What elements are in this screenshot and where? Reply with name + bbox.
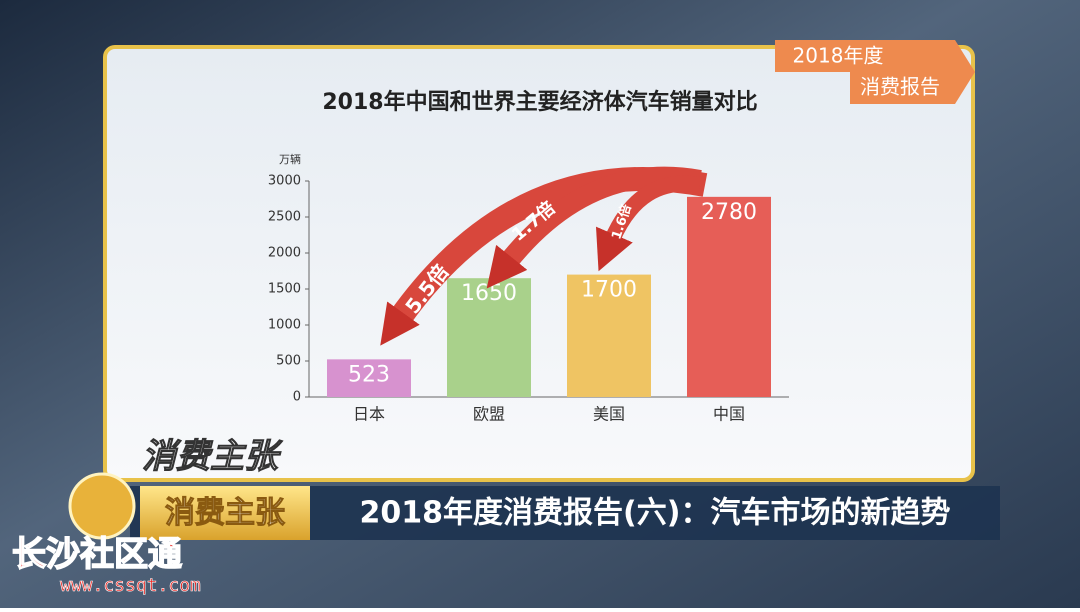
y-tick-label: 3000 bbox=[268, 174, 301, 189]
banner-program: 消费主张 bbox=[165, 496, 285, 531]
chart-title: 2018年中国和世界主要经济体汽车销量对比 bbox=[322, 89, 757, 115]
x-tick-label: 欧盟 bbox=[473, 405, 505, 424]
globe-icon bbox=[68, 472, 136, 540]
value-label: 523 bbox=[348, 362, 390, 387]
logo: 消费主张 bbox=[142, 437, 283, 477]
watermark-url: www.cssqt.com bbox=[60, 575, 201, 596]
badge-shape bbox=[775, 40, 975, 104]
bar bbox=[687, 196, 771, 397]
banner-program-box bbox=[140, 486, 310, 540]
x-tick-label: 中国 bbox=[713, 405, 745, 424]
y-tick-label: 0 bbox=[293, 390, 301, 405]
badge-line1: 2018年度 bbox=[793, 44, 884, 68]
plot: 0 500 1000 1500 2000 2500 3000 日本 523 欧盟 1650 美国 170… bbox=[268, 174, 789, 424]
y-tick-label: 2500 bbox=[268, 210, 301, 225]
y-tick-label: 500 bbox=[276, 354, 301, 369]
y-tick-label: 2000 bbox=[268, 246, 301, 261]
bar bbox=[327, 359, 411, 397]
x-tick-label: 日本 bbox=[353, 405, 385, 424]
x-tick-label: 美国 bbox=[593, 405, 625, 424]
y-tick-label: 1500 bbox=[268, 282, 301, 297]
value-label: 2780 bbox=[701, 200, 757, 225]
y-unit: 万辆 bbox=[279, 152, 301, 166]
value-label: 1700 bbox=[581, 278, 637, 303]
y-tick-label: 1000 bbox=[268, 318, 301, 333]
value-label: 1650 bbox=[461, 281, 517, 306]
arrow bbox=[596, 175, 702, 272]
bar bbox=[567, 274, 651, 397]
banner-headline: 2018年度消费报告(六)：汽车市场的新趋势 bbox=[360, 496, 951, 531]
watermark-name: 长沙社区通 bbox=[12, 535, 182, 575]
badge-line2: 消费报告 bbox=[860, 75, 940, 99]
bar bbox=[447, 278, 531, 397]
